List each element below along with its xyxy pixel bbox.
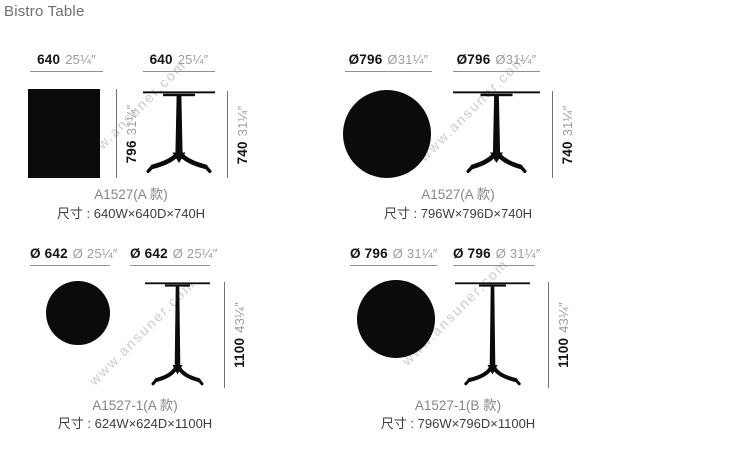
- dim-mm: 1100: [232, 337, 247, 368]
- dim-mm: 1100: [556, 337, 571, 368]
- table-top-view-circle: [343, 90, 431, 178]
- model-size: 尺寸 : 796W×796D×1100H: [380, 416, 536, 431]
- dim-text: 1100 43¼″: [231, 302, 249, 368]
- dim-inch: Ø 25¼″: [72, 246, 118, 261]
- dim-text: 1100 43¼″: [555, 302, 573, 368]
- dim-inch: 31¼″: [124, 104, 139, 135]
- dimension-line: [224, 282, 225, 388]
- model-size: 尺寸 : 624W×624D×1100H: [57, 416, 213, 431]
- table-side-view: [145, 282, 210, 386]
- dim-inch: 25¼″: [65, 52, 96, 67]
- model-size: 尺寸 : 640W×640D×740H: [56, 206, 206, 221]
- dim-height-vertical: 1100 43¼″: [544, 282, 574, 388]
- dim-mm: 740: [235, 140, 250, 164]
- dim-mm: Ø 642: [30, 246, 68, 261]
- dim-mm: Ø796: [456, 52, 491, 67]
- dim-mm: 640: [37, 52, 61, 67]
- dim-side-width: Ø 796 Ø 31¼″: [453, 246, 540, 266]
- model-name: A1527(A 款): [94, 187, 168, 202]
- dim-inch: 25¼″: [177, 52, 209, 67]
- dim-inch: Ø 31¼″: [392, 246, 438, 261]
- dim-inch: Ø 25¼″: [172, 246, 218, 261]
- dimension-line: [227, 91, 228, 178]
- dim-text: 796 31¼″: [123, 104, 141, 163]
- dim-side-width: Ø 642 Ø 25¼″: [130, 246, 217, 266]
- dim-mm: Ø 796: [453, 246, 491, 261]
- dim-inch: 43¼″: [556, 302, 571, 333]
- dimension-line: [116, 89, 117, 178]
- dim-side-width: 640 25¼″: [143, 52, 215, 72]
- model-size: 尺寸 : 796W×796D×740H: [383, 206, 533, 221]
- dim-text: 740 31¼″: [234, 105, 252, 164]
- dim-height-vertical: 1100 43¼″: [220, 282, 250, 388]
- dim-mm: 740: [560, 140, 575, 164]
- dim-mm: 796: [124, 139, 139, 163]
- page-title: Bistro Table: [4, 3, 85, 20]
- dim-inch: Ø31¼″: [387, 52, 429, 67]
- dim-height-vertical: 740 31¼″: [223, 91, 253, 178]
- dim-inch: 43¼″: [232, 302, 247, 333]
- dim-height-vertical: 740 31¼″: [548, 91, 578, 178]
- dim-mm: Ø796: [348, 52, 383, 67]
- dimension-line: [548, 282, 549, 388]
- dim-inch: 31¼″: [235, 105, 250, 136]
- dim-top-width: Ø796 Ø31¼″: [345, 52, 432, 72]
- dim-top-width: Ø 796 Ø 31¼″: [350, 246, 437, 266]
- dim-side-width: Ø796 Ø31¼″: [453, 52, 540, 72]
- dim-inch: Ø 31¼″: [495, 246, 541, 261]
- model-name: A1527-1(A 款): [92, 398, 178, 413]
- model-name: A1527(A 款): [421, 187, 495, 202]
- table-side-view: [453, 91, 540, 173]
- table-side-view: [143, 91, 215, 173]
- table-top-view-circle: [46, 281, 110, 345]
- dim-top-width: Ø 642 Ø 25¼″: [30, 246, 117, 266]
- dim-depth-vertical: 796 31¼″: [112, 89, 142, 178]
- dim-mm: Ø 796: [350, 246, 388, 261]
- dimension-line: [552, 91, 553, 178]
- dim-top-width: 640 25¼″: [30, 52, 103, 72]
- model-name: A1527-1(B 款): [414, 398, 502, 413]
- dim-inch: Ø31¼″: [495, 52, 537, 67]
- dim-mm: Ø 642: [130, 246, 168, 261]
- table-top-view-circle: [357, 280, 435, 358]
- dim-text: 740 31¼″: [559, 105, 577, 164]
- dim-mm: 640: [149, 52, 173, 67]
- table-side-view: [455, 282, 530, 386]
- dim-inch: 31¼″: [560, 105, 575, 136]
- table-top-view-square: [28, 89, 100, 178]
